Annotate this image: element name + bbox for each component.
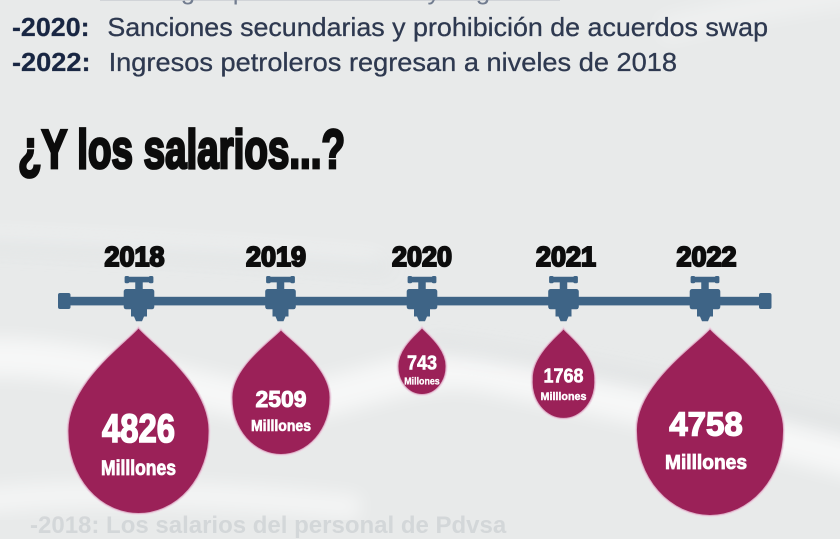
svg-text:Milllones: Milllones — [251, 418, 311, 435]
svg-text:Milllones: Milllones — [541, 391, 587, 403]
svg-text:4758: 4758 — [669, 407, 743, 444]
svg-text:g: g — [476, 0, 490, 5]
svg-text:Millones: Millones — [404, 377, 440, 388]
svg-text:Milllones: Milllones — [101, 457, 176, 480]
svg-text:2021: 2021 — [536, 241, 596, 272]
svg-text:2020: 2020 — [392, 241, 452, 272]
svg-text:y: y — [428, 0, 441, 5]
svg-text:2018: 2018 — [105, 241, 165, 272]
svg-text:1768: 1768 — [544, 366, 584, 388]
svg-text:2509: 2509 — [256, 386, 307, 412]
svg-text:2022: 2022 — [677, 241, 737, 272]
svg-text:g: g — [181, 0, 195, 5]
svg-text:Milllones: Milllones — [665, 452, 747, 474]
svg-text:2019: 2019 — [246, 241, 306, 272]
svg-text:4826: 4826 — [102, 407, 175, 451]
svg-text:743: 743 — [407, 353, 437, 375]
svg-text:p: p — [233, 0, 247, 5]
